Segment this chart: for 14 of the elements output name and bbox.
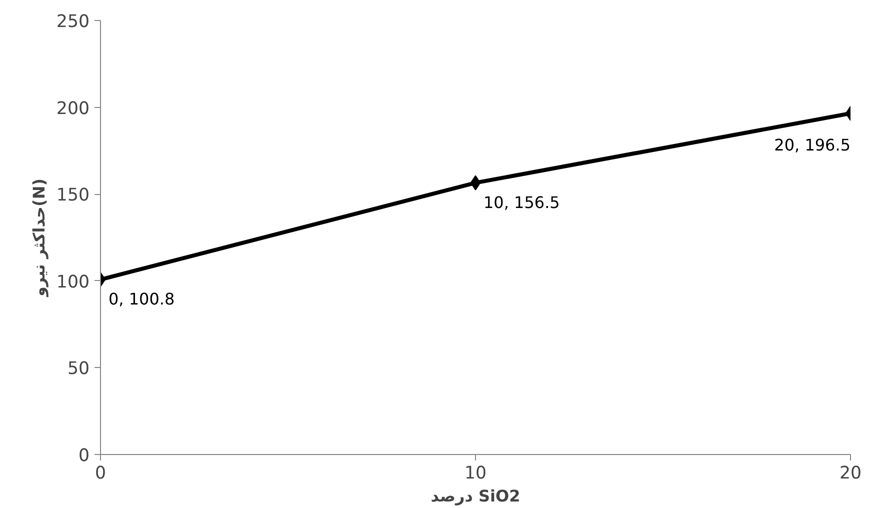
y-tick-label: 100: [56, 272, 90, 292]
y-tick-label: 200: [56, 98, 90, 119]
data-label: 0, 100.8: [108, 290, 175, 309]
x-axis-title: درصد SiO2: [430, 486, 520, 506]
x-tick-label: 0: [94, 464, 106, 484]
y-axis-title: حداکثر نیرو(N): [29, 178, 48, 298]
y-tick-label: 50: [67, 359, 90, 380]
y-tick-label: 0: [78, 446, 90, 466]
data-label: 10, 156.5: [484, 192, 560, 212]
x-tick-label: 20: [839, 464, 862, 484]
y-tick-label: 250: [56, 12, 90, 32]
data-label: 20, 196.5: [774, 135, 851, 154]
y-tick-label: 150: [56, 186, 90, 206]
x-tick-label: 10: [464, 464, 487, 484]
